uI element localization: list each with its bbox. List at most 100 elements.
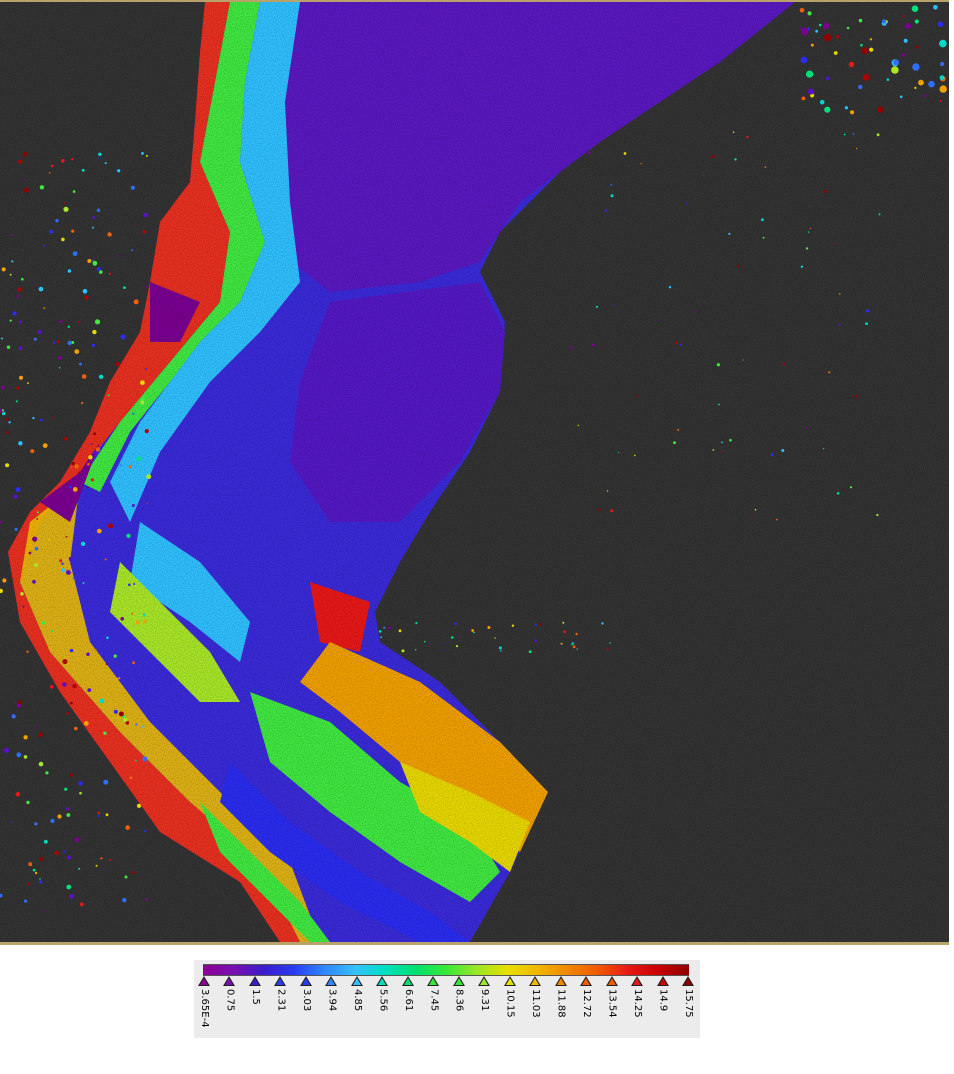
speckle [878,213,881,216]
legend-tick-label: 4.85 [351,989,363,1012]
speckle [36,518,39,520]
speckle [601,622,604,625]
speckle [587,151,591,155]
speckle [146,474,152,480]
legend-tick-label: 8.36 [453,989,465,1012]
speckle [415,621,418,625]
speckle [113,709,118,714]
speckle [13,494,18,499]
speckle [72,190,76,193]
speckle [846,26,850,30]
speckle [117,169,121,173]
speckle [72,683,77,689]
speckle [511,624,515,627]
speckle [500,649,502,652]
speckle [104,558,107,561]
speckle [761,218,764,222]
speckle [65,568,68,571]
speckle [50,630,53,633]
speckle [63,206,69,212]
speckle [901,53,906,57]
speckle [442,649,444,651]
speckle [12,311,17,316]
speckle [712,449,715,451]
map-canvas[interactable] [0,0,949,945]
speckle [123,607,126,610]
speckle [98,374,104,379]
speckle [891,66,899,74]
speckle [2,578,7,583]
speckle [68,485,72,489]
speckle [562,621,565,624]
speckle [711,155,715,159]
legend-tick-label: 15.75 [683,989,694,1018]
speckle [140,380,145,386]
speckle [21,277,24,281]
speckle [836,492,840,495]
speckle [534,623,537,626]
speckle [58,366,61,369]
speckle [6,345,11,349]
speckle [576,648,578,650]
speckle [721,450,724,453]
speckle [18,320,22,324]
speckle [38,286,44,292]
speckle [539,623,542,626]
speckle [34,822,38,826]
speckle [30,449,35,454]
speckle [775,518,778,521]
speckle [141,397,145,401]
speckle [640,162,642,165]
speckle [78,781,83,786]
speckle [866,309,870,313]
legend-color-bar [203,964,689,976]
speckle [24,179,27,182]
speckle [71,158,74,161]
speckle [442,642,444,644]
speckle [71,462,75,466]
speckle [135,759,137,762]
speckle [928,80,935,88]
speckle [97,157,99,159]
speckle [1,411,6,416]
speckle [18,700,22,705]
speckle [457,635,459,637]
speckle [92,259,94,262]
speckle [904,22,912,30]
speckle [819,99,825,105]
speckle [865,322,868,325]
speckle [69,893,75,899]
speckle [825,76,830,81]
speckle [716,363,721,367]
speckle [133,299,139,305]
speckle [818,23,822,27]
speckle [1,385,5,390]
speckle [595,305,599,308]
speckle [0,893,3,898]
speckle [99,698,105,704]
speckle [96,267,101,272]
speckle [933,5,938,10]
legend-tick-label: 6.61 [402,989,414,1012]
speckle [82,288,88,294]
speckle [142,613,146,617]
speckle [856,147,858,150]
speckle [823,448,825,450]
speckle [781,449,785,452]
speckle [914,19,919,24]
speckle [123,717,128,722]
speckle [939,39,947,48]
speckle [40,418,43,422]
speckle [915,45,919,49]
speckle [23,755,28,759]
speckle [72,487,78,492]
speckle [131,871,135,874]
speckle [15,400,18,403]
legend-tick-label: 14.25 [632,989,644,1018]
speckle [9,273,12,276]
speckle [92,216,96,220]
speckle [388,626,391,630]
speckle [65,536,68,538]
speckle [126,533,131,538]
speckle [572,645,576,649]
